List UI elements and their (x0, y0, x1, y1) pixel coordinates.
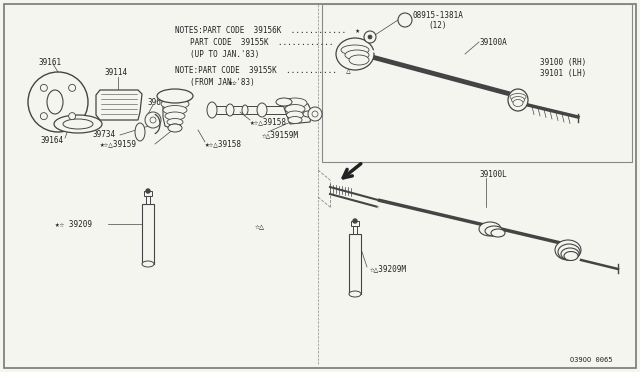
Text: 39734: 39734 (92, 129, 115, 138)
Ellipse shape (336, 38, 374, 70)
Text: (UP TO JAN.'83): (UP TO JAN.'83) (190, 49, 259, 58)
Text: (FROM JAN.'83): (FROM JAN.'83) (190, 77, 255, 87)
Polygon shape (163, 94, 175, 130)
Ellipse shape (341, 45, 369, 55)
Ellipse shape (491, 229, 505, 237)
Circle shape (28, 72, 88, 132)
Ellipse shape (159, 93, 191, 103)
Ellipse shape (349, 291, 361, 297)
Ellipse shape (276, 98, 292, 106)
Ellipse shape (226, 104, 234, 116)
Ellipse shape (558, 244, 580, 260)
Circle shape (68, 84, 76, 92)
Ellipse shape (283, 98, 307, 108)
Ellipse shape (157, 89, 193, 103)
Ellipse shape (163, 106, 187, 115)
Text: ★☆△39158: ★☆△39158 (205, 140, 242, 148)
Circle shape (68, 113, 76, 120)
Ellipse shape (349, 55, 369, 65)
Text: ☆△: ☆△ (255, 222, 265, 231)
Ellipse shape (63, 119, 93, 129)
Ellipse shape (561, 248, 579, 260)
Text: ★☆: ★☆ (228, 77, 238, 87)
Circle shape (145, 112, 161, 128)
Ellipse shape (479, 222, 501, 236)
Circle shape (364, 31, 376, 43)
Ellipse shape (288, 116, 302, 124)
Text: 39100L: 39100L (480, 170, 508, 179)
Ellipse shape (47, 90, 63, 114)
Ellipse shape (168, 124, 182, 132)
Text: Ο39ΟΟ 0065: Ο39ΟΟ 0065 (570, 357, 612, 363)
Circle shape (40, 84, 47, 92)
Ellipse shape (257, 103, 267, 117)
Ellipse shape (285, 105, 305, 113)
Polygon shape (353, 226, 357, 234)
Polygon shape (349, 234, 361, 294)
Polygon shape (142, 204, 154, 264)
Text: 39625: 39625 (148, 97, 171, 106)
Text: PART CODE  39155K  ............  ☆: PART CODE 39155K ............ ☆ (190, 38, 348, 46)
Ellipse shape (167, 119, 183, 125)
Circle shape (146, 189, 150, 193)
Ellipse shape (287, 111, 303, 119)
Ellipse shape (54, 115, 102, 133)
Ellipse shape (345, 50, 369, 60)
Ellipse shape (169, 124, 181, 130)
Circle shape (312, 111, 318, 117)
Text: 39164: 39164 (40, 135, 63, 144)
Ellipse shape (242, 105, 248, 115)
Ellipse shape (564, 251, 578, 260)
Ellipse shape (555, 240, 581, 260)
Ellipse shape (207, 102, 217, 118)
Text: 39100A: 39100A (480, 38, 508, 46)
Bar (322, 4, 632, 162)
Ellipse shape (508, 89, 528, 111)
Ellipse shape (513, 99, 523, 106)
Text: 39100 (RH): 39100 (RH) (540, 58, 586, 67)
Polygon shape (351, 221, 358, 226)
Circle shape (368, 35, 372, 39)
Text: NOTES:PART CODE  39156K  ............  ★: NOTES:PART CODE 39156K ............ ★ (175, 26, 360, 35)
Ellipse shape (165, 112, 185, 120)
Text: NOTE:PART CODE  39155K  ...........  △: NOTE:PART CODE 39155K ........... △ (175, 65, 351, 74)
Ellipse shape (485, 226, 503, 236)
Text: (12): (12) (428, 20, 447, 29)
Circle shape (308, 107, 322, 121)
Text: ☆△39159M: ☆△39159M (262, 131, 299, 140)
Polygon shape (96, 90, 142, 120)
Circle shape (398, 13, 412, 27)
Polygon shape (282, 100, 312, 124)
Text: ★☆△39159: ★☆△39159 (100, 140, 137, 148)
Ellipse shape (303, 111, 313, 117)
Polygon shape (145, 191, 152, 196)
Ellipse shape (161, 99, 189, 109)
Ellipse shape (135, 123, 145, 141)
Circle shape (353, 219, 357, 223)
Circle shape (40, 113, 47, 120)
Ellipse shape (510, 93, 526, 100)
Ellipse shape (511, 96, 525, 103)
Text: W: W (400, 17, 404, 22)
Ellipse shape (142, 261, 154, 267)
Text: ★☆△39158: ★☆△39158 (250, 118, 287, 126)
Text: ☆△39209M: ☆△39209M (370, 264, 407, 273)
Text: 39114: 39114 (104, 67, 127, 77)
Text: 39101 (LH): 39101 (LH) (540, 68, 586, 77)
Text: 39161: 39161 (38, 58, 61, 67)
Circle shape (150, 117, 156, 123)
Text: ★☆ 39209: ★☆ 39209 (55, 219, 92, 228)
Text: 08915-1381A: 08915-1381A (413, 10, 464, 19)
Polygon shape (146, 196, 150, 204)
